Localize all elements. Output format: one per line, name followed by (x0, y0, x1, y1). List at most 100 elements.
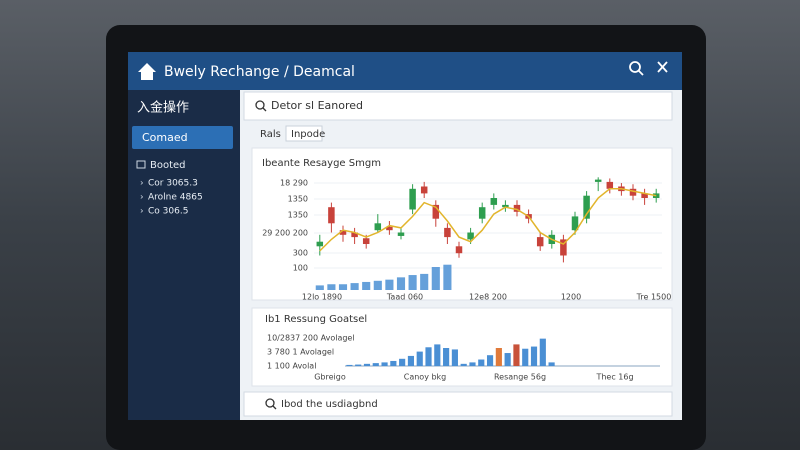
close-icon[interactable] (657, 61, 668, 73)
tab[interactable]: Rals (260, 129, 281, 140)
app-title: Bwely Rechange / Deamcal (164, 64, 355, 80)
candle-body (641, 193, 648, 198)
search-box[interactable] (243, 91, 673, 121)
candle-body (583, 195, 590, 219)
volume-bar (431, 267, 440, 290)
bottom-search-placeholder: Ibod the usdiagbnd (281, 399, 378, 410)
home-icon[interactable] (138, 63, 156, 80)
sidebar-bullet: › (140, 179, 144, 189)
bar (381, 362, 388, 366)
y-tick-label: 300 (293, 249, 308, 258)
candle-body (339, 230, 347, 235)
volume-bar (362, 281, 371, 290)
x-tick-label: Resange 56g (494, 373, 546, 382)
bar (390, 360, 397, 366)
title-bar (128, 52, 682, 90)
section-icon (136, 160, 146, 169)
bar (522, 348, 529, 366)
candle-body (490, 198, 498, 205)
search-placeholder: Detor sl Eanored (271, 99, 363, 112)
bar (346, 364, 353, 366)
volume-bar (385, 279, 394, 290)
volume-bar (443, 264, 452, 290)
sidebar-bullet: › (140, 193, 144, 203)
candle-body (536, 237, 544, 247)
volume-bar (315, 285, 324, 290)
bar (443, 348, 450, 366)
bar (513, 344, 520, 366)
axis-label: 1 100 Avolal (267, 362, 316, 371)
moving-average (319, 188, 657, 252)
y-tick-label: 1350 (288, 211, 308, 220)
tab-box[interactable] (285, 125, 323, 142)
bar (530, 346, 538, 366)
volume-panel (251, 307, 673, 387)
bar (434, 344, 441, 366)
sidebar-section: Booted (150, 160, 186, 171)
candle-body (316, 241, 324, 247)
candle-body (351, 232, 358, 238)
candle-body (409, 188, 416, 210)
candle-body (606, 181, 614, 189)
sidebar-heading: 入金操作 (137, 100, 189, 116)
x-tick-label: 12e8 200 (469, 293, 507, 302)
sidebar-button-label: Comaed (142, 131, 188, 144)
bar (469, 362, 476, 366)
candle-body (386, 226, 393, 231)
candle-body (362, 238, 370, 244)
bar (504, 353, 511, 366)
axis-label: 3 780 1 Avolagel (267, 348, 334, 357)
candle-body (374, 223, 382, 231)
volume-chart-title: Ib1 Ressung Goatsel (265, 314, 367, 325)
candle-body (328, 207, 335, 224)
bar (416, 351, 423, 366)
candle-body (455, 246, 463, 254)
candle-body (467, 232, 474, 240)
sidebar-bullet: › (140, 207, 144, 217)
sidebar-item: Cor 3065.3 (148, 179, 198, 189)
volume-bar (338, 284, 348, 290)
candle-body (420, 186, 428, 194)
candle-body (513, 204, 521, 212)
sidebar-item: Co 306.5 (148, 207, 188, 217)
y-tick-label: 100 (293, 264, 308, 273)
search-icon[interactable] (629, 61, 644, 76)
candle-body (478, 207, 486, 219)
bottom-search-box[interactable] (243, 391, 673, 417)
price-chart-title: Ibeante Resayge Smgm (262, 158, 381, 169)
axis-label: 10/2837 200 Avolagel (267, 334, 355, 343)
x-tick-label: Taad 060 (386, 293, 423, 302)
volume-bar (420, 273, 429, 290)
bar (486, 355, 494, 366)
bar (451, 349, 458, 366)
bar (478, 359, 485, 366)
search-icon (265, 398, 277, 410)
y-tick-label: 1350 (288, 195, 308, 204)
bar (460, 363, 467, 366)
sidebar-item: Arolne 4865 (148, 193, 203, 203)
sidebar-button[interactable] (132, 126, 233, 149)
bar (548, 362, 555, 366)
bar (399, 358, 406, 366)
candle-body (397, 232, 405, 236)
volume-bar (408, 275, 417, 290)
price-panel (251, 147, 673, 301)
y-tick-label: 18 290 (280, 179, 308, 188)
x-tick-label: Gbreigo (314, 373, 346, 382)
candle-body (629, 188, 637, 196)
x-tick-label: Thec 16g (595, 373, 633, 382)
bar (425, 347, 432, 366)
candle-body (560, 239, 567, 256)
y-tick-label: 29 200 200 (262, 229, 308, 238)
candle-body (432, 204, 440, 219)
bar (407, 355, 415, 366)
x-tick-label: Tre 1500 (636, 293, 672, 302)
bar (495, 348, 502, 366)
candle-body (444, 227, 451, 238)
x-tick-label: 1200 (561, 293, 581, 302)
tab[interactable]: Inpode (291, 129, 325, 140)
volume-bar (373, 280, 382, 290)
volume-bar (327, 284, 336, 290)
volume-bar (350, 283, 359, 290)
